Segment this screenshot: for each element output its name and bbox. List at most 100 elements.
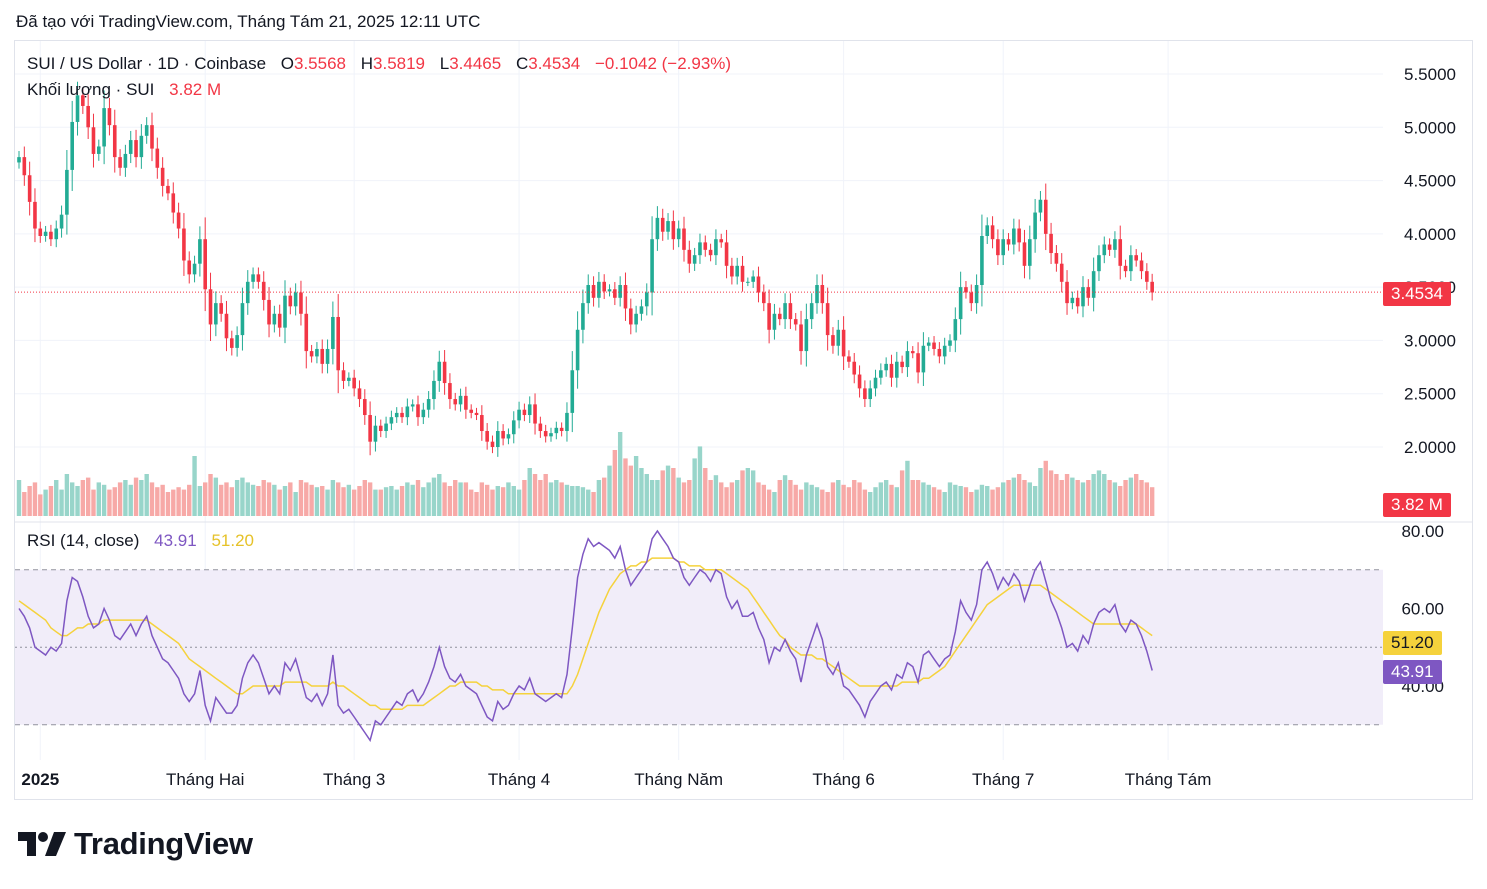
candle-body	[852, 361, 857, 375]
volume-bar	[830, 482, 836, 516]
volume-bar	[101, 484, 107, 516]
candle-body	[134, 140, 138, 158]
candle-body	[27, 175, 32, 202]
candle-body	[900, 361, 904, 368]
volume-bar	[421, 487, 426, 516]
candle-body	[650, 239, 654, 293]
volume-bar	[1038, 468, 1043, 516]
candle-body	[75, 95, 80, 122]
candle-body	[714, 239, 718, 256]
volume-bar	[1054, 474, 1059, 516]
volume-bar	[1032, 486, 1038, 516]
time-tick-label: Tháng 6	[812, 770, 874, 789]
candle-body	[873, 377, 878, 389]
candle-body	[1107, 244, 1112, 250]
volume-bar	[70, 482, 75, 516]
high-label: H	[360, 54, 374, 73]
candle-body	[719, 239, 724, 243]
volume-label[interactable]: Khối lượng · SUI	[27, 80, 155, 99]
volume-bar	[607, 465, 612, 516]
volume-bar	[1144, 482, 1150, 516]
symbol-label[interactable]: SUI / US Dollar · 1D · Coinbase	[27, 54, 267, 73]
volume-bar	[383, 487, 389, 516]
volume-bar	[181, 489, 187, 516]
volume-bar	[586, 489, 591, 516]
candle-body	[219, 303, 223, 314]
candle-body	[405, 406, 410, 418]
candle-body	[107, 108, 112, 126]
candle-body	[597, 281, 601, 298]
volume-bar	[229, 487, 234, 516]
rsi-tick-label: 60.00	[1401, 600, 1444, 619]
volume-bar	[266, 482, 272, 516]
volume-bar	[1118, 486, 1123, 516]
volume-bar	[128, 484, 133, 516]
volume-bar	[724, 487, 729, 516]
volume-bar	[123, 480, 128, 516]
time-tick-label: Tháng 3	[323, 770, 385, 789]
volume-value: 3.82 M	[169, 80, 222, 99]
candle-body	[1070, 297, 1075, 304]
volume-bar	[218, 484, 224, 516]
volume-bar	[309, 484, 314, 516]
candle-body	[261, 281, 266, 300]
candle-body	[926, 342, 931, 346]
candle-body	[368, 415, 372, 442]
price-tick-label: 2.5000	[1404, 385, 1456, 404]
candle-body	[575, 329, 580, 371]
candle-body	[698, 242, 702, 256]
candle-body	[570, 370, 575, 413]
volume-bar	[660, 470, 665, 516]
candle-body	[517, 409, 521, 421]
volume-bar	[974, 489, 979, 516]
volume-bar	[1128, 477, 1134, 516]
candle-body	[559, 427, 564, 432]
volume-bar	[644, 474, 649, 516]
candle-body	[144, 125, 149, 136]
volume-bar	[176, 487, 181, 516]
volume-bar	[224, 482, 229, 516]
candle-body	[17, 157, 21, 163]
volume-bar	[234, 480, 240, 516]
candle-body	[522, 409, 527, 416]
low-value: 3.4465	[449, 54, 502, 73]
volume-bar	[32, 482, 38, 516]
candle-body	[772, 313, 777, 330]
candle-body	[1065, 281, 1069, 304]
candle-body	[1081, 287, 1085, 307]
candle-body	[692, 255, 697, 264]
candle-body	[384, 423, 388, 432]
candle-body	[964, 287, 968, 293]
candle-body	[1028, 239, 1032, 266]
volume-bar	[203, 482, 208, 516]
volume-bar	[820, 489, 825, 516]
candle-body	[990, 225, 995, 240]
volume-bar	[149, 482, 155, 516]
volume-bar	[64, 474, 70, 516]
candle-body	[336, 316, 340, 371]
volume-bar	[809, 484, 814, 516]
candle-body	[485, 431, 489, 442]
candle-body	[613, 289, 617, 298]
candle-body	[1097, 255, 1101, 272]
volume-bar	[612, 450, 618, 516]
candle-body	[1123, 265, 1128, 272]
volume-bar	[692, 458, 697, 516]
volume-bar	[857, 482, 862, 516]
rsi-lines	[18, 529, 1153, 743]
volume-bar	[293, 492, 298, 516]
candle-body	[49, 231, 53, 240]
candle-body	[629, 308, 633, 325]
volume-bar	[394, 489, 399, 516]
candle-body	[432, 380, 436, 400]
tradingview-logo[interactable]: TradingView	[18, 826, 253, 862]
volume-bar	[516, 489, 522, 516]
volume-bar	[676, 477, 681, 516]
volume-bar	[320, 486, 325, 516]
volume-bar	[963, 487, 969, 516]
candle-body	[315, 348, 319, 357]
volume-bar	[495, 486, 500, 516]
rsi-label[interactable]: RSI (14, close)	[27, 531, 140, 550]
volume-bar	[596, 480, 602, 516]
